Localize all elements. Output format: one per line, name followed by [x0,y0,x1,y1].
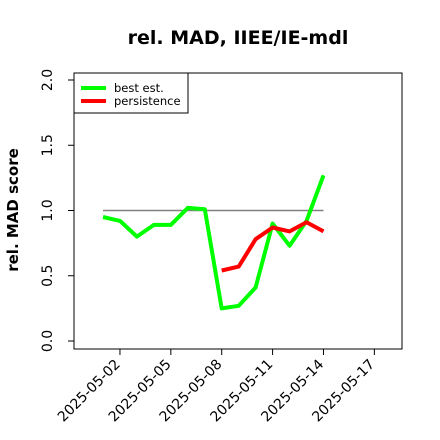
legend-label-persistence: persistence [114,94,181,108]
series-layer [102,174,326,311]
y-tick-label: 1.5 [40,134,56,156]
legend-label-best-est: best est. [114,81,164,95]
legend-box [73,72,189,114]
y-tick-label: 0.5 [40,265,56,287]
series-line-best-est [102,174,326,311]
series-line-persistence [221,220,325,273]
y-axis-label: rel. MAD score [4,148,22,272]
y-tick-label: 0.0 [40,330,56,352]
y-axis: 0.0 0.5 1.0 1.5 2.0 [40,69,75,352]
legend: best est. persistence [73,72,189,114]
y-tick-label: 1.0 [40,199,56,221]
chart-title: rel. MAD, IIEE/IE-mdl [128,27,349,49]
y-tick-label: 2.0 [40,69,56,91]
x-axis: 2025-05-022025-05-052025-05-082025-05-11… [55,348,378,425]
